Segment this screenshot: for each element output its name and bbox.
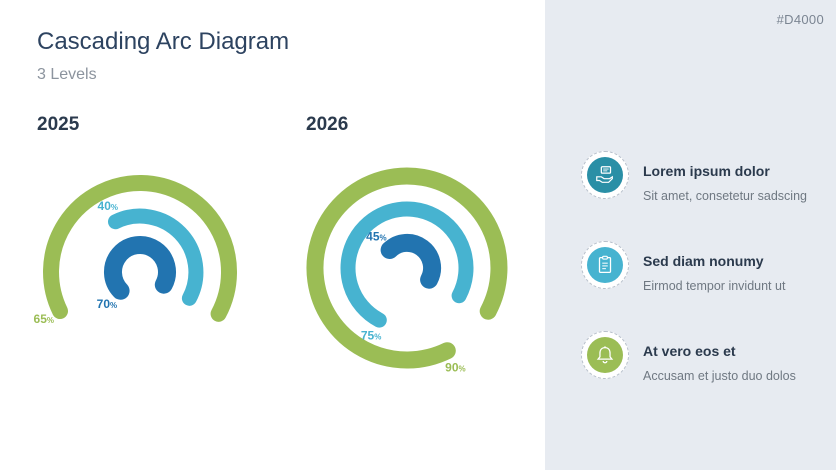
legend-badge-3: [581, 331, 629, 379]
year-label-2025: 2025: [37, 114, 80, 135]
slide-code: #D4000: [776, 12, 824, 27]
arc-2025-middle: [108, 208, 204, 306]
arc-label-2026-middle: 75%: [361, 329, 381, 343]
legend-item-2: Sed diam nonumy Eirmod tempor invidunt u…: [581, 241, 821, 301]
arc-label-2026-outer: 90%: [445, 360, 465, 374]
arc-2026-outer: [306, 167, 508, 369]
page-subtitle: 3 Levels: [37, 66, 97, 83]
legend-text-2: Eirmod tempor invidunt ut: [643, 279, 786, 293]
legend-item-1: Lorem ipsum dolor Sit amet, consetetur s…: [581, 151, 821, 211]
legend-panel: [545, 0, 836, 470]
page-title: Cascading Arc Diagram: [37, 28, 290, 55]
hand-message-icon: [587, 157, 623, 193]
arc-2026-inner: [380, 233, 442, 289]
arc-label-2025-outer: 65%: [34, 312, 54, 326]
legend-item-3: At vero eos et Accusam et justo duo dolo…: [581, 331, 821, 391]
arc-2025-inner: [103, 236, 176, 300]
legend-text-1: Sit amet, consetetur sadscing: [643, 189, 807, 203]
bell-icon: [587, 337, 623, 373]
arc-label-2025-middle: 40%: [98, 199, 118, 213]
year-label-2026: 2026: [306, 114, 349, 135]
legend-text-3: Accusam et justo duo dolos: [643, 369, 796, 383]
legend-badge-1: [581, 151, 629, 199]
legend-title-3: At vero eos et: [643, 343, 736, 359]
legend-title-1: Lorem ipsum dolor: [643, 163, 770, 179]
legend-title-2: Sed diam nonumy: [643, 253, 764, 269]
clipboard-icon: [587, 247, 623, 283]
legend-badge-2: [581, 241, 629, 289]
arc-2025-outer: [43, 175, 237, 322]
cascading-arc-diagrams: 65% 40% 70% 90% 75% 45%: [34, 167, 508, 374]
arc-2026-middle: [340, 201, 474, 328]
arc-label-2025-inner: 70%: [97, 297, 117, 311]
arc-label-2026-inner: 45%: [366, 229, 386, 243]
